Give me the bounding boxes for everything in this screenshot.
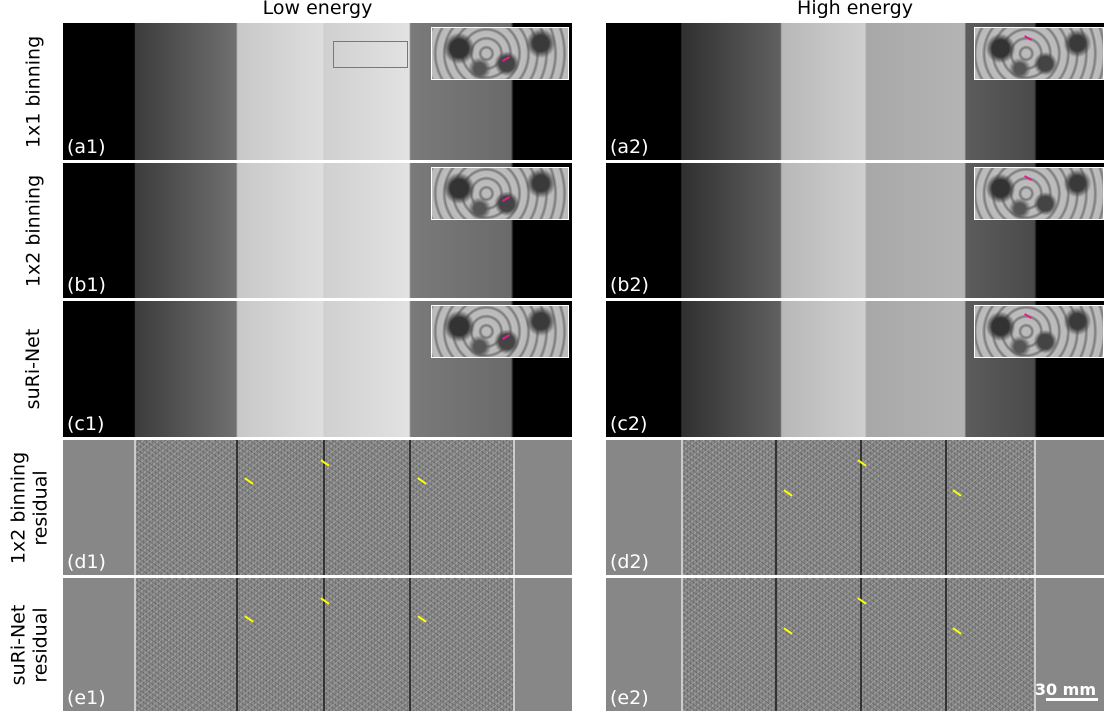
panel: (b2) (606, 163, 1104, 298)
scale-bar (1046, 698, 1098, 701)
row-label: suRi-Net (22, 301, 44, 437)
panel-label: (e1) (67, 687, 106, 709)
row-label-line: suRi-Net (22, 328, 44, 410)
panel-label: (a2) (610, 136, 649, 158)
row-label-line: 1x1 binning (22, 35, 44, 148)
edge-line (236, 578, 239, 711)
panel: (e1) (63, 578, 572, 711)
edge-line (944, 578, 947, 711)
edge-line (513, 578, 516, 711)
edge-line (680, 578, 683, 711)
residual-texture (680, 578, 1035, 711)
row-label-line: 1x2 binning (22, 174, 44, 287)
residual-texture (680, 440, 1035, 575)
edge-line (859, 578, 862, 711)
scale-bar-label: 30 mm (1034, 680, 1096, 699)
inset (431, 167, 569, 220)
column-title: High energy (797, 0, 913, 19)
inset (974, 167, 1104, 220)
panel: (a2) (606, 23, 1104, 160)
row-label-line: suRi-Net (7, 604, 29, 685)
inset (431, 305, 569, 358)
row-label-line: residual (29, 469, 51, 546)
panel-label: (b2) (610, 274, 649, 296)
edge-line (859, 440, 862, 575)
row-label: suRi-Net residual (7, 578, 51, 711)
row-label-line: residual (29, 606, 51, 683)
edge-line (680, 440, 683, 575)
panel-label: (e2) (610, 687, 649, 709)
row-label-line: 1x2 binning (7, 451, 29, 564)
inset (974, 27, 1104, 80)
panel: (c2) (606, 301, 1104, 437)
edge-line (322, 440, 325, 575)
panel-label: (d1) (67, 551, 106, 573)
inset (431, 27, 569, 80)
panel-label: (a1) (67, 136, 106, 158)
edge-line (409, 440, 412, 575)
column-title: Low energy (262, 0, 373, 19)
edge-line (1034, 440, 1037, 575)
edge-line (944, 440, 947, 575)
panel-label: (d2) (610, 551, 649, 573)
edge-line (1034, 578, 1037, 711)
panel: 30 mm (e2) (606, 578, 1104, 711)
inset (974, 305, 1104, 358)
panel: (c1) (63, 301, 572, 437)
panel: (d2) (606, 440, 1104, 575)
edge-line (134, 578, 137, 711)
panel-label: (c1) (67, 413, 105, 435)
panel: (d1) (63, 440, 572, 575)
panel-label: (b1) (67, 274, 106, 296)
edge-line (513, 440, 516, 575)
edge-line (134, 440, 137, 575)
edge-line (775, 578, 778, 711)
edge-line (409, 578, 412, 711)
row-label: 1x2 binning residual (7, 440, 51, 575)
row-label: 1x2 binning (22, 163, 44, 298)
edge-line (322, 578, 325, 711)
panel: (b1) (63, 163, 572, 298)
edge-line (775, 440, 778, 575)
panel: (a1) (63, 23, 572, 160)
row-label: 1x1 binning (22, 23, 44, 160)
panel-label: (c2) (610, 413, 648, 435)
roi-box (333, 41, 408, 68)
edge-line (236, 440, 239, 575)
